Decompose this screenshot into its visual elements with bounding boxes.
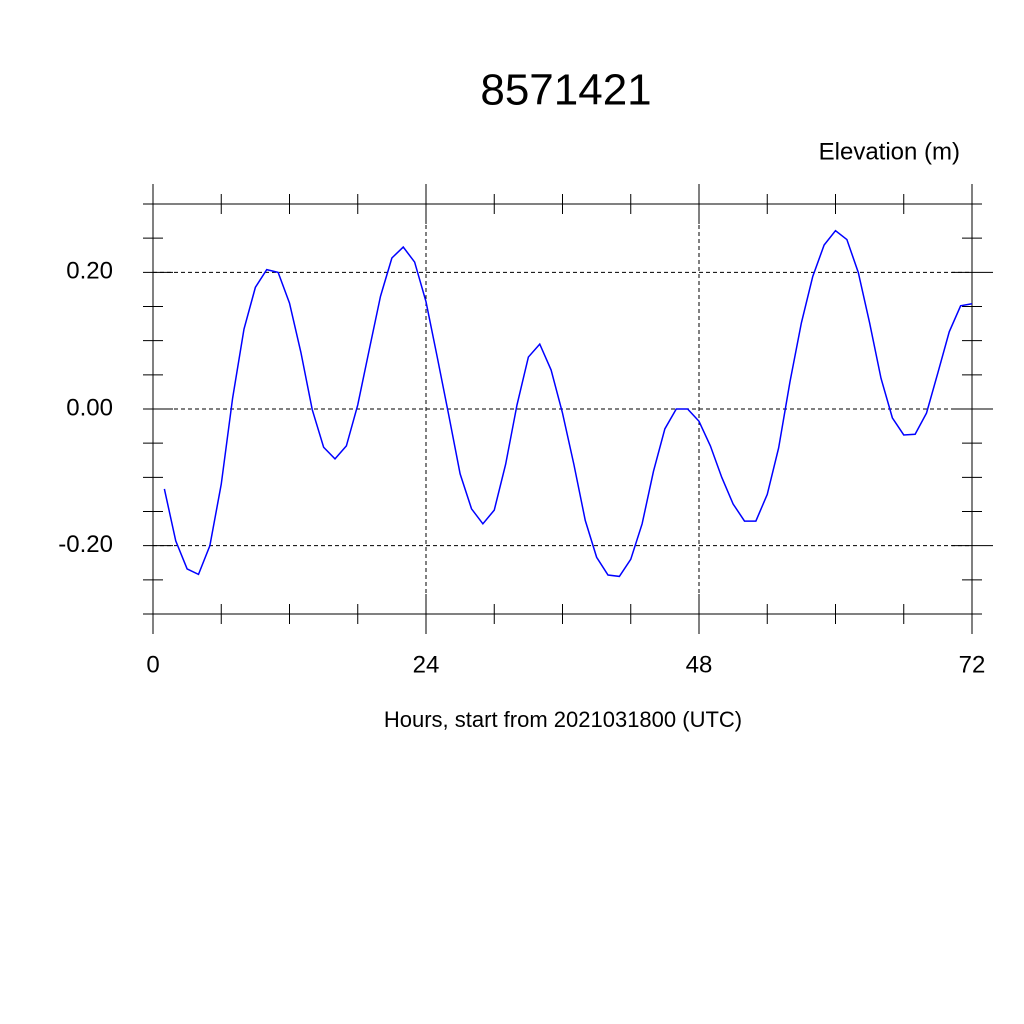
y-tick-label: -0.20 bbox=[58, 531, 113, 558]
x-axis-label: Hours, start from 2021031800 (UTC) bbox=[384, 707, 742, 732]
y-tick-label: 0.00 bbox=[66, 394, 113, 421]
subtitle: Elevation (m) bbox=[819, 138, 960, 165]
data-line bbox=[163, 229, 973, 578]
chart-title: 8571421 bbox=[480, 66, 651, 115]
y-tick-label: 0.20 bbox=[66, 258, 113, 285]
x-tick-label: 48 bbox=[686, 651, 713, 678]
x-tick-label: 0 bbox=[146, 651, 159, 678]
x-tick-label: 24 bbox=[413, 651, 440, 678]
x-tick-label: 72 bbox=[959, 651, 986, 678]
